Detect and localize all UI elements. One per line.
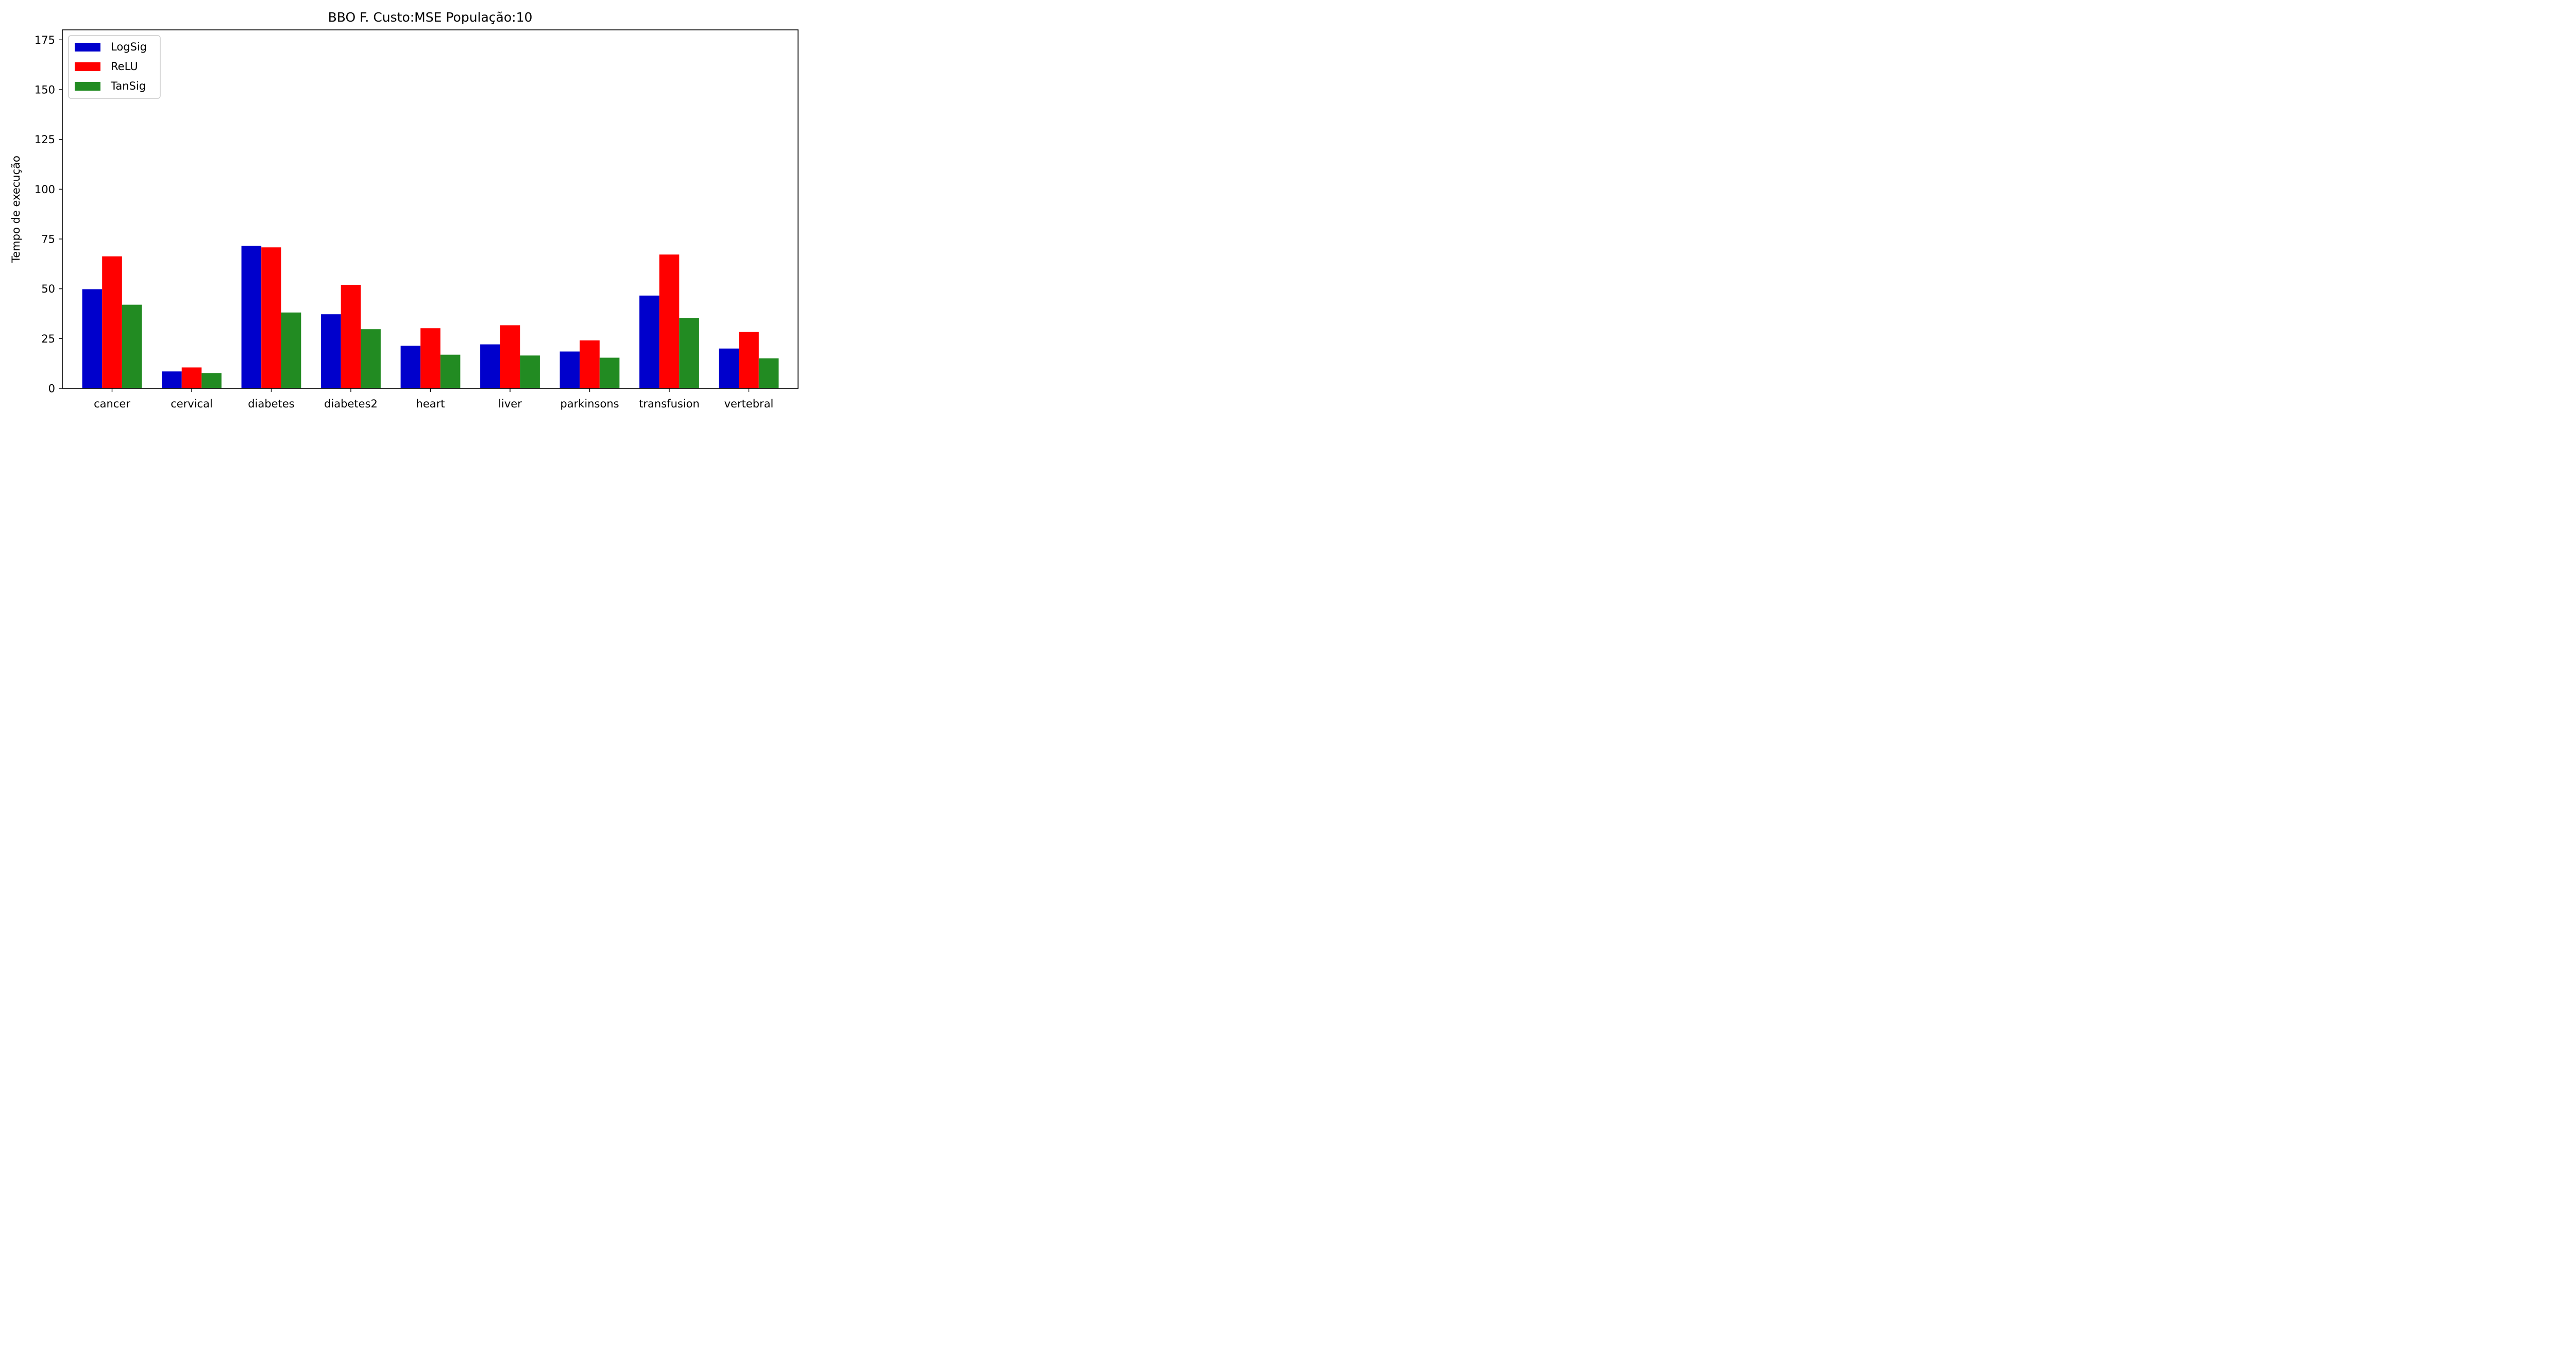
- bar-logsig-cancer: [82, 289, 103, 388]
- legend-swatch-tansig: [75, 82, 100, 91]
- x-tick-label: diabetes2: [324, 398, 378, 410]
- x-tick-label: vertebral: [724, 398, 774, 410]
- bars-layer: [82, 246, 779, 388]
- x-axis: cancer cervical diabetes diabetes2 heart live…: [94, 388, 773, 410]
- bar-logsig-liver: [480, 344, 500, 388]
- bar-tansig-parkinsons: [599, 357, 620, 388]
- bar-relu-heart: [420, 328, 440, 388]
- bar-chart: 0 25 50 75 100 125 150 175 cancer cervical diabet…: [0, 0, 808, 420]
- bar-relu-transfusion: [659, 254, 680, 388]
- y-tick-label: 50: [41, 283, 55, 295]
- x-tick-label: transfusion: [639, 398, 700, 410]
- bar-logsig-vertebral: [719, 348, 739, 388]
- y-axis: 0 25 50 75 100 125 150 175: [35, 34, 62, 395]
- bar-relu-cancer: [102, 256, 122, 388]
- bar-logsig-transfusion: [639, 295, 659, 388]
- bar-logsig-diabetes2: [321, 314, 341, 388]
- bar-tansig-heart: [440, 354, 461, 388]
- x-tick-label: liver: [498, 398, 522, 410]
- bar-relu-cervical: [181, 367, 202, 388]
- legend-swatch-logsig: [75, 43, 100, 52]
- bar-tansig-vertebral: [758, 358, 779, 388]
- x-tick-label: heart: [416, 398, 445, 410]
- bar-relu-diabetes: [261, 247, 281, 388]
- bar-tansig-transfusion: [679, 318, 699, 388]
- chart-title: BBO F. Custo:MSE População:10: [328, 10, 533, 25]
- bar-relu-liver: [500, 325, 520, 388]
- bar-tansig-cancer: [122, 304, 142, 388]
- bar-relu-diabetes2: [341, 284, 361, 388]
- y-tick-label: 150: [35, 84, 55, 96]
- y-tick-label: 125: [35, 133, 55, 146]
- y-tick-label: 75: [41, 233, 55, 246]
- x-tick-label: cervical: [171, 398, 213, 410]
- legend: LogSig ReLU TanSig: [68, 35, 161, 99]
- y-tick-label: 0: [48, 383, 55, 395]
- bar-logsig-cervical: [162, 371, 182, 388]
- legend-swatch-relu: [75, 62, 100, 71]
- legend-label-relu: ReLU: [111, 60, 138, 73]
- bar-logsig-parkinsons: [560, 351, 580, 388]
- x-tick-label: diabetes: [248, 398, 294, 410]
- bar-logsig-heart: [400, 346, 421, 388]
- legend-label-logsig: LogSig: [111, 41, 147, 53]
- x-tick-label: cancer: [94, 398, 130, 410]
- bar-tansig-diabetes: [281, 312, 301, 388]
- chart-figure: 0 25 50 75 100 125 150 175 cancer cervical diabet…: [0, 0, 808, 420]
- legend-label-tansig: TanSig: [110, 80, 146, 92]
- y-axis-label: Tempo de execução: [10, 156, 22, 263]
- y-tick-label: 175: [35, 34, 55, 46]
- bar-tansig-liver: [520, 355, 540, 388]
- bar-tansig-cervical: [201, 373, 222, 388]
- bar-logsig-diabetes: [241, 246, 262, 388]
- x-tick-label: parkinsons: [560, 398, 619, 410]
- y-tick-label: 25: [41, 333, 55, 345]
- bar-relu-parkinsons: [580, 340, 600, 388]
- y-tick-label: 100: [35, 183, 55, 196]
- bar-relu-vertebral: [739, 332, 759, 388]
- bar-tansig-diabetes2: [361, 329, 381, 388]
